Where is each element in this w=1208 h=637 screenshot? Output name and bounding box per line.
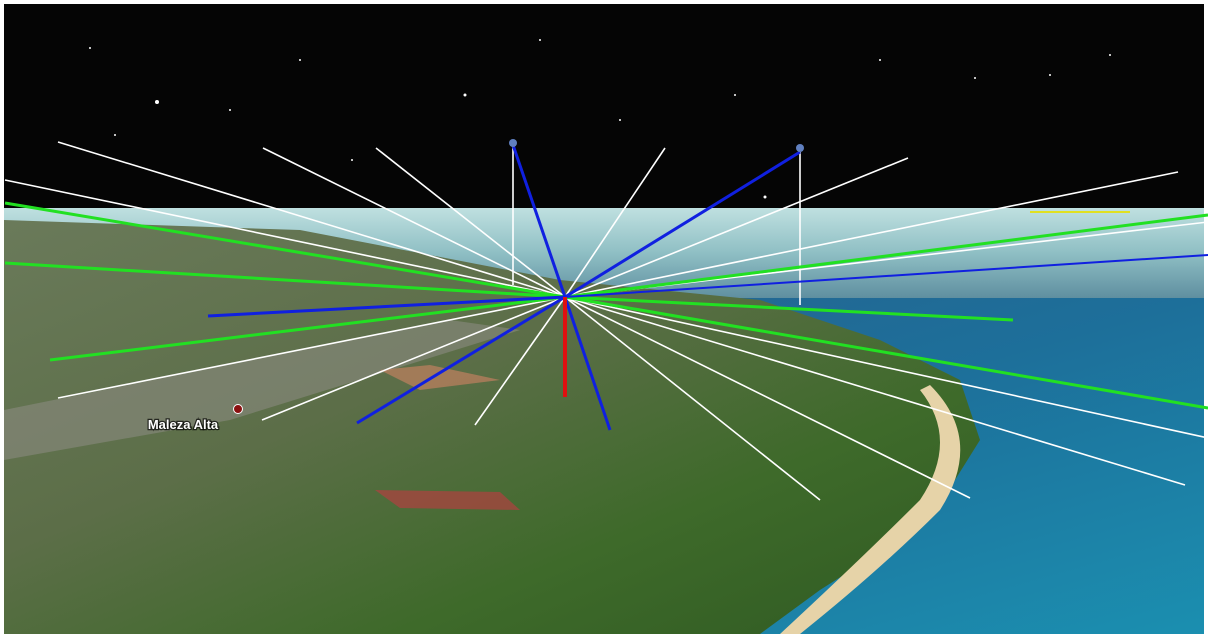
place-label[interactable]: Maleza Alta: [147, 416, 221, 434]
beach: [780, 385, 961, 634]
land: [4, 220, 980, 634]
blue-rays: [207, 144, 1208, 431]
place-pin[interactable]: [233, 404, 243, 414]
runway: [4, 320, 520, 460]
field: [380, 365, 500, 390]
stars: [89, 39, 1111, 199]
satellite: [796, 144, 804, 152]
green-rays: [4, 201, 1208, 410]
field: [375, 490, 520, 510]
white-rays: [4, 141, 1208, 501]
satellite: [509, 139, 517, 147]
